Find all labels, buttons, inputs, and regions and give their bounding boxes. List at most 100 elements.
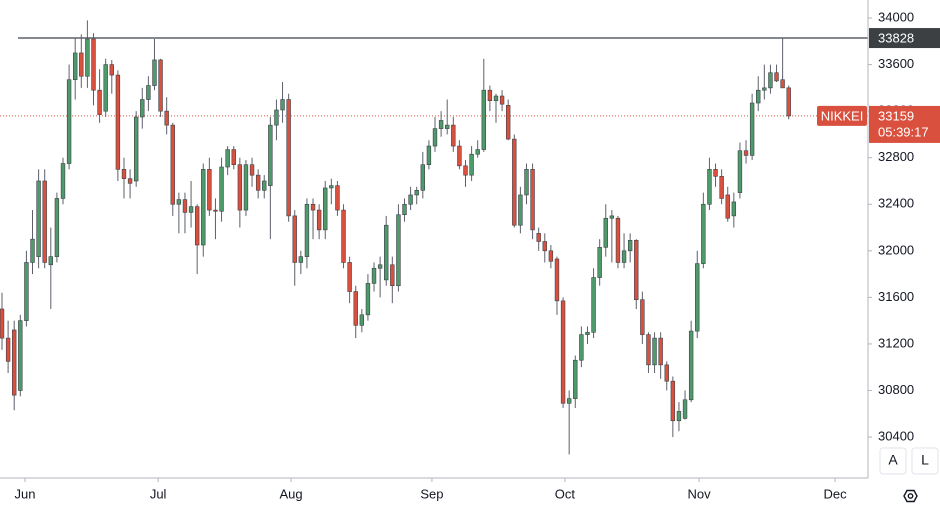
candle-body [756, 89, 761, 104]
candle-body [79, 52, 84, 77]
candle-body [731, 201, 737, 217]
candle-body [237, 164, 243, 211]
settings-hexagon[interactable] [903, 489, 918, 503]
candle-body [438, 120, 444, 129]
auto-scale-label[interactable]: A [888, 452, 898, 468]
candle-body [274, 109, 279, 126]
candle-body [12, 329, 17, 396]
candle-body [542, 241, 547, 252]
candle-body [219, 166, 224, 212]
candle-body [591, 277, 596, 333]
x-tick-label: Aug [280, 486, 303, 501]
candle-body [73, 52, 78, 81]
candle-body [152, 59, 157, 86]
log-scale-button[interactable] [911, 447, 939, 475]
candle-body [115, 74, 121, 170]
candle-body [554, 258, 560, 302]
symbol-box [817, 105, 867, 126]
candle-body [640, 299, 645, 335]
candle-body [597, 247, 602, 278]
candle-body [402, 203, 407, 216]
candle-body [585, 331, 590, 335]
candle-body [323, 187, 328, 231]
candle-body [426, 145, 432, 165]
y-tick-label: 30800 [878, 382, 914, 397]
candle-body [158, 59, 163, 112]
candle-body [310, 203, 316, 211]
candle-body [85, 38, 90, 77]
candle-body [688, 330, 694, 401]
candle-body [54, 198, 60, 257]
candle-body [725, 194, 730, 219]
y-tick-label: 31200 [878, 335, 914, 350]
candle-body [225, 149, 230, 168]
x-tick-label: Nov [688, 486, 712, 501]
candle-body [316, 209, 322, 231]
last-price-label: 33159 [878, 108, 914, 123]
axes: 3040030800312003160032000324003280033200… [15, 9, 940, 501]
candle-body [634, 240, 639, 300]
candle-body [353, 291, 358, 326]
candle-body [463, 165, 468, 176]
candle-body [505, 105, 511, 140]
candle-body [579, 334, 584, 361]
candle-body [548, 250, 554, 262]
candle-body [109, 64, 114, 76]
candle-body [292, 215, 297, 263]
candle-body [615, 217, 621, 263]
y-tick-label: 32400 [878, 196, 914, 211]
x-tick-label: Sep [420, 486, 443, 501]
candle-body [30, 238, 35, 263]
x-tick-label: Jul [150, 486, 167, 501]
candle-body [646, 334, 651, 366]
candle-body [103, 64, 108, 112]
countdown-label: 05:39:17 [878, 124, 929, 139]
candle-body [18, 320, 23, 391]
candle-body [396, 214, 401, 287]
candle-body [91, 38, 96, 91]
candle-body [457, 145, 462, 167]
y-tick-label: 30400 [878, 428, 914, 443]
settings-dot[interactable] [907, 493, 914, 499]
candle-body [743, 150, 749, 156]
candle-body [121, 169, 127, 179]
candle-body [164, 110, 169, 126]
candle-body [304, 203, 310, 257]
candle-body [414, 189, 419, 196]
scale-buttons[interactable]: A L [879, 447, 939, 475]
candle-body [255, 174, 261, 191]
candle-body [469, 153, 474, 176]
candle-body [530, 169, 535, 231]
candle-body [42, 180, 47, 263]
candle-body [384, 224, 389, 281]
candle-body [768, 72, 773, 89]
candle-body [268, 124, 273, 186]
candle-body [780, 79, 785, 89]
candle-body [371, 267, 377, 284]
auto-scale-button[interactable] [879, 447, 907, 475]
candle-body [762, 87, 767, 91]
candle-body [420, 164, 425, 191]
candle-body [146, 85, 151, 100]
y-tick-label: 34000 [878, 9, 914, 24]
candle-body [188, 206, 194, 213]
candle-body [97, 89, 102, 115]
candle-body [566, 398, 572, 404]
candle-body [133, 116, 139, 182]
candle-body [60, 163, 66, 199]
y-tick-label: 31600 [878, 289, 914, 304]
candle-body [127, 178, 133, 184]
candle-body [445, 124, 450, 129]
candle-body [518, 194, 523, 226]
candle-body [573, 359, 578, 399]
candle-body [432, 128, 438, 147]
settings-icon[interactable] [903, 489, 918, 503]
candle-body [213, 209, 218, 212]
candle-body [713, 169, 718, 177]
candle-body [194, 206, 200, 246]
candle-body [5, 337, 11, 362]
level-label-box [869, 28, 940, 49]
candle-body [36, 180, 41, 257]
log-scale-label[interactable]: L [921, 452, 929, 468]
